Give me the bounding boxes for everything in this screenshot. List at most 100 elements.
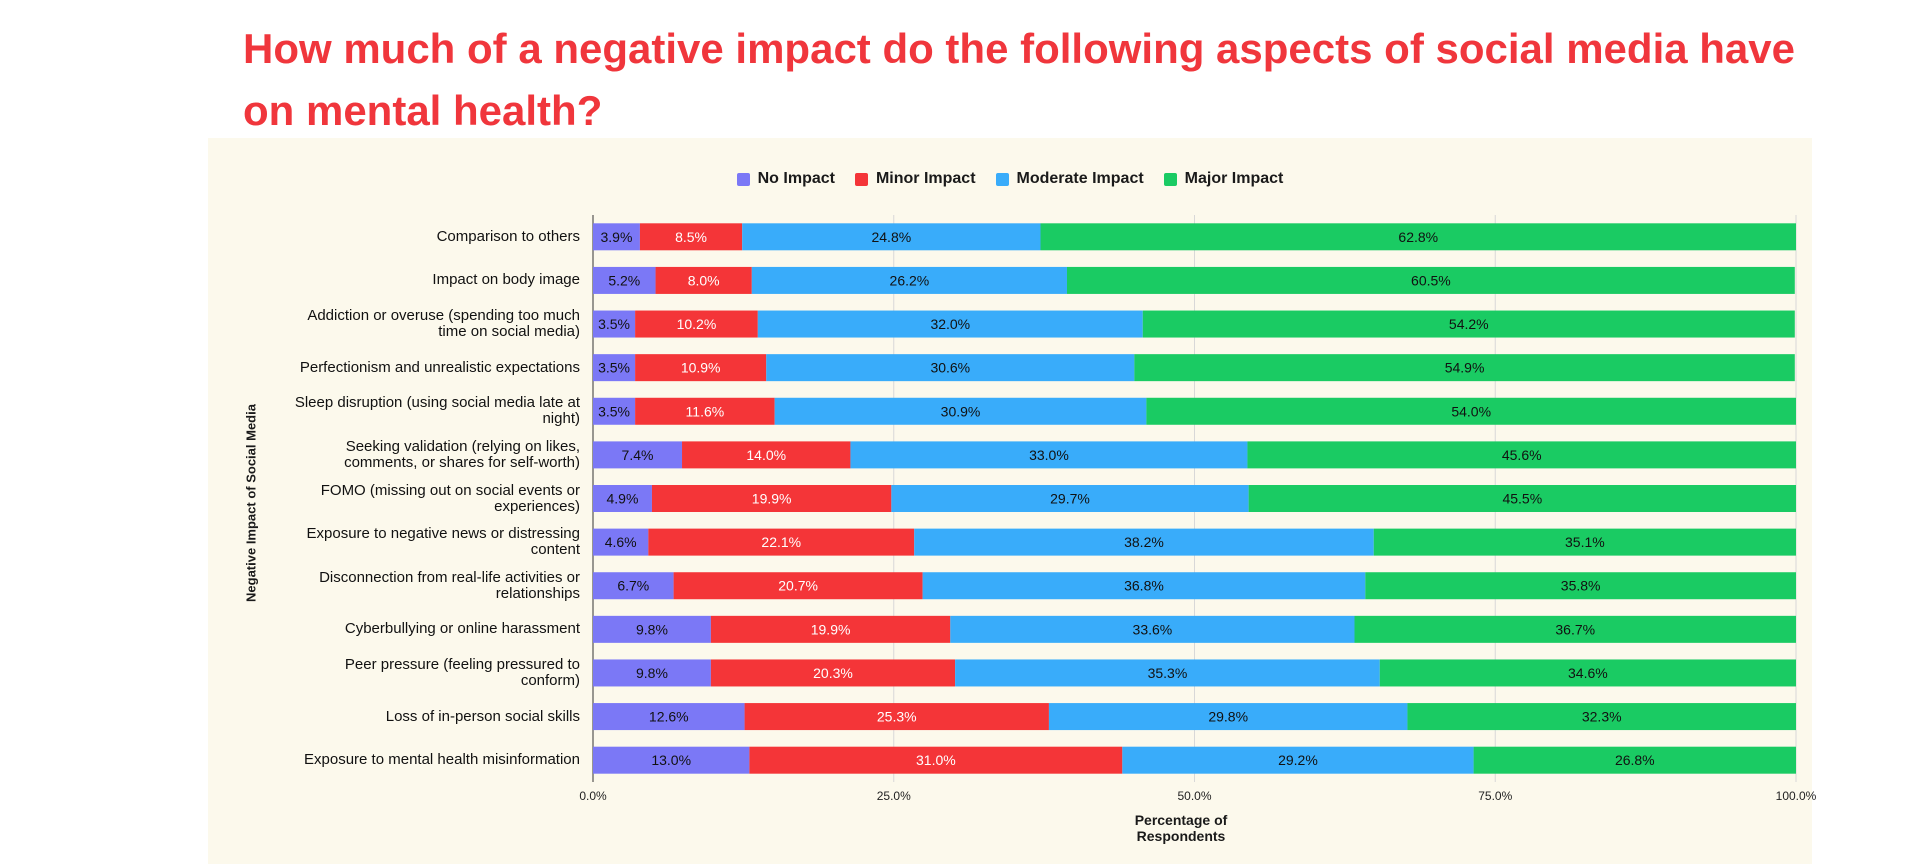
bar-value-label: 3.5%	[598, 403, 630, 419]
bar-value-label: 60.5%	[1411, 272, 1451, 288]
category-label-line: conform)	[520, 671, 580, 689]
bar-segment[interactable]	[593, 485, 652, 512]
legend-item-moderate-impact[interactable]: Moderate Impact	[995, 170, 1144, 188]
bar-segment[interactable]	[1048, 703, 1408, 731]
bar-segment[interactable]	[635, 354, 767, 382]
category-label: Seeking validation (relying on likes, com…	[250, 437, 580, 471]
bar-segment[interactable]	[1142, 310, 1795, 338]
legend-item-minor-impact[interactable]: Minor Impact	[854, 170, 976, 188]
category-label: Exposure to negative news or distressing…	[250, 526, 580, 558]
bar-value-label: 31.0%	[916, 752, 956, 768]
bar-segment[interactable]	[744, 703, 1049, 731]
bar-value-label: 30.6%	[930, 360, 970, 376]
category-label-line: Sleep disruption (using social media lat…	[294, 394, 580, 412]
bar-segment[interactable]	[1473, 746, 1796, 774]
bar-segment[interactable]	[1040, 223, 1796, 251]
bar-segment[interactable]	[914, 528, 1374, 556]
bar-segment[interactable]	[1248, 485, 1796, 512]
bar-value-label: 9.8%	[636, 621, 668, 637]
bar-segment[interactable]	[751, 266, 1067, 294]
bar-value-label: 4.6%	[605, 534, 637, 550]
bar-segment[interactable]	[850, 441, 1248, 469]
bar-value-label: 34.6%	[1568, 665, 1608, 681]
bar-value-label: 30.9%	[941, 403, 981, 419]
bar-value-label: 4.9%	[607, 491, 639, 507]
bar-segment[interactable]	[593, 746, 750, 774]
category-label-line: Impact on body image	[432, 271, 580, 289]
bar-segment[interactable]	[593, 703, 745, 731]
bar-segment[interactable]	[710, 659, 956, 687]
bar-value-label: 13.0%	[651, 752, 691, 768]
category-label: Cyberbullying or online harassment	[250, 621, 580, 637]
bar-value-label: 54.9%	[1445, 360, 1485, 376]
bar-segment[interactable]	[1247, 441, 1796, 469]
category-label-line: content	[530, 541, 580, 559]
bar-value-label: 33.0%	[1029, 447, 1069, 463]
bar-segment[interactable]	[1146, 397, 1796, 425]
bar-segment[interactable]	[593, 354, 636, 382]
bar-segment[interactable]	[891, 485, 1249, 512]
x-axis-title: Percentage of Respondents	[1134, 812, 1228, 844]
bar-value-label: 35.8%	[1561, 578, 1601, 594]
legend-label-major-impact: Major Impact	[1184, 170, 1284, 187]
bar-value-label: 7.4%	[622, 447, 654, 463]
bar-value-label: 32.3%	[1582, 709, 1622, 725]
bar-segment[interactable]	[651, 485, 892, 512]
legend-item-major-impact[interactable]: Major Impact	[1163, 170, 1284, 188]
category-label-line: Exposure to negative news or distressing	[306, 525, 580, 543]
bar-segment[interactable]	[766, 354, 1135, 382]
bar-segment[interactable]	[593, 310, 636, 338]
bar-segment[interactable]	[648, 528, 915, 556]
bar-segment[interactable]	[1122, 746, 1474, 774]
bar-value-label: 11.6%	[686, 403, 725, 419]
category-label: Exposure to mental health misinformation	[250, 752, 580, 768]
legend-swatch-minor-impact	[854, 172, 868, 186]
bar-segment[interactable]	[635, 397, 775, 425]
chart-legend: No Impact Minor Impact Moderate Impact M…	[208, 170, 1812, 188]
bar-segment[interactable]	[1365, 572, 1796, 600]
bar-segment[interactable]	[593, 615, 711, 643]
bar-segment[interactable]	[710, 615, 951, 643]
bar-value-label: 35.1%	[1565, 534, 1605, 550]
bar-value-label: 20.7%	[778, 578, 818, 594]
category-label: Loss of in-person social skills	[250, 708, 580, 725]
legend-label-minor-impact: Minor Impact	[875, 170, 976, 187]
bar-segment[interactable]	[593, 397, 636, 425]
bar-value-label: 26.8%	[1615, 752, 1655, 768]
bar-value-label: 3.5%	[598, 316, 630, 332]
category-label: Sleep disruption (using social media lat…	[250, 395, 580, 427]
bar-segment[interactable]	[922, 572, 1366, 600]
bar-segment[interactable]	[639, 223, 743, 251]
bar-segment[interactable]	[593, 441, 683, 469]
bar-value-label: 5.2%	[608, 272, 640, 288]
bar-segment[interactable]	[673, 572, 923, 600]
bar-segment[interactable]	[593, 266, 656, 294]
bar-segment[interactable]	[1373, 528, 1796, 556]
bar-segment[interactable]	[593, 572, 674, 600]
bar-segment[interactable]	[1407, 703, 1796, 731]
x-tick-label: 75.0%	[1478, 789, 1512, 803]
bar-segment[interactable]	[955, 659, 1380, 687]
category-label: Peer pressure (feeling pressured to confo…	[250, 656, 580, 689]
bar-segment[interactable]	[950, 615, 1355, 643]
bar-segment[interactable]	[593, 223, 640, 251]
bar-segment[interactable]	[774, 397, 1147, 425]
category-label-line: Seeking validation (relying on likes,	[345, 437, 580, 455]
bar-segment[interactable]	[1134, 354, 1795, 382]
bar-segment[interactable]	[682, 441, 851, 469]
bar-segment[interactable]	[742, 223, 1041, 251]
legend-item-no-impact[interactable]: No Impact	[736, 170, 835, 188]
bar-segment[interactable]	[1354, 615, 1796, 643]
category-label: Impact on body image	[250, 272, 580, 288]
bar-segment[interactable]	[1379, 659, 1796, 687]
bar-segment[interactable]	[757, 310, 1143, 338]
bar-segment[interactable]	[593, 528, 649, 556]
bar-segment[interactable]	[593, 659, 711, 687]
legend-swatch-major-impact	[1163, 172, 1177, 186]
bar-segment[interactable]	[635, 310, 758, 338]
category-label: Perfectionism and unrealistic expectatio…	[250, 359, 580, 376]
bar-segment[interactable]	[655, 266, 752, 294]
bar-value-label: 20.3%	[813, 665, 853, 681]
bar-segment[interactable]	[1066, 266, 1795, 294]
bar-segment[interactable]	[749, 746, 1123, 774]
